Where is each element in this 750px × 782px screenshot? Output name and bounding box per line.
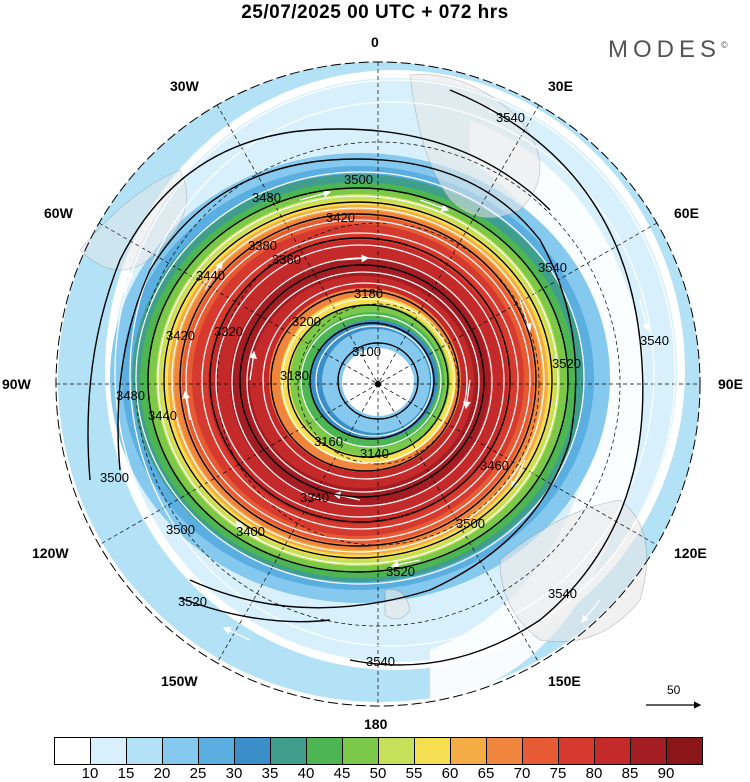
- contour-label: 3540: [496, 110, 525, 125]
- colorbar-swatch: [234, 737, 271, 765]
- colorbar-tick-label: 45: [333, 765, 351, 782]
- colorbar-tick-label: 30: [225, 765, 243, 782]
- contour-label: 3180: [354, 286, 383, 301]
- lon-label-90e: 90E: [718, 376, 743, 392]
- contour-label: 3540: [366, 654, 395, 669]
- colorbar-tick-label: 15: [117, 765, 135, 782]
- colorbar-swatch: [630, 737, 667, 765]
- contour-label: 3460: [480, 458, 509, 473]
- pole-marker: [375, 381, 381, 387]
- map-boundary: [55, 61, 701, 707]
- lon-label-150w: 150W: [161, 673, 198, 689]
- lon-label-30w: 30W: [170, 78, 199, 94]
- colorbar-tick-label: 70: [513, 765, 531, 782]
- contour-label: 3340: [300, 490, 329, 505]
- contour-label: 3480: [116, 388, 145, 403]
- colorbar-tick-label: 65: [477, 765, 495, 782]
- colorbar-swatch: [162, 737, 199, 765]
- reference-vector-label: 50: [667, 683, 681, 697]
- colorbar-tick-label: 90: [657, 765, 675, 782]
- colorbar-tick-label: 35: [261, 765, 279, 782]
- colorbar-swatch: [666, 737, 703, 765]
- contour-label: 3540: [548, 586, 577, 601]
- height-contours: [87, 89, 644, 666]
- colorbar-tick-label: 20: [153, 765, 171, 782]
- lon-label-60e: 60E: [674, 205, 699, 221]
- contour-label: 3520: [552, 356, 581, 371]
- contour-label: 3180: [280, 368, 309, 383]
- colorbar-tick-label: 85: [621, 765, 639, 782]
- colorbar-swatch: [54, 737, 91, 765]
- brand-logo: MODES©: [608, 36, 728, 63]
- colorbar-swatch: [522, 737, 559, 765]
- contour-label: 3440: [148, 408, 177, 423]
- flow-arrows: [119, 81, 651, 641]
- contour-label: 3320: [214, 324, 243, 339]
- lon-label-150e: 150E: [548, 673, 581, 689]
- lon-label-120e: 120E: [674, 545, 707, 561]
- colorbar-swatch: [90, 737, 127, 765]
- contour-label: 3520: [178, 594, 207, 609]
- colorbar-swatch: [306, 737, 343, 765]
- contour-label: 3400: [236, 524, 265, 539]
- contour-label: 3480: [252, 190, 281, 205]
- colorbar-swatch: [450, 737, 487, 765]
- contour-label: 3500: [100, 470, 129, 485]
- contour-label: 3160: [314, 434, 343, 449]
- contour-label: 3500: [456, 516, 485, 531]
- lon-label-180: 180: [364, 716, 388, 732]
- colorbar-tick-label: 10: [81, 765, 99, 782]
- colorbar-tick-label: 60: [441, 765, 459, 782]
- colorbar-swatch: [126, 737, 163, 765]
- contour-label: 3200: [292, 314, 321, 329]
- contour-label: 3540: [640, 333, 669, 348]
- contour-label: 3520: [386, 564, 415, 579]
- colorbar-swatch: [594, 737, 631, 765]
- colorbar-swatch: [486, 737, 523, 765]
- lon-label-120w: 120W: [32, 545, 69, 561]
- contour-label: 3500: [166, 522, 195, 537]
- colorbar-swatch: [198, 737, 235, 765]
- lon-label-30e: 30E: [548, 78, 573, 94]
- colorbar-tick-label: 50: [369, 765, 387, 782]
- contour-label: 3100: [352, 344, 381, 359]
- colorbar-swatch: [270, 737, 307, 765]
- contour-label: 3540: [538, 260, 567, 275]
- colorbar-tick-label: 80: [585, 765, 603, 782]
- colorbar-swatch: [378, 737, 415, 765]
- colorbar-tick-label: 40: [297, 765, 315, 782]
- map-title: 25/07/2025 00 UTC + 072 hrs: [241, 2, 509, 23]
- contour-label: 3500: [344, 172, 373, 187]
- colorbar: [54, 737, 703, 765]
- contour-label: 3420: [326, 210, 355, 225]
- contour-label: 3360: [272, 252, 301, 267]
- contour-label: 3140: [360, 446, 389, 461]
- lon-label-60w: 60W: [44, 205, 73, 221]
- colorbar-swatch: [414, 737, 451, 765]
- colorbar-swatch: [342, 737, 379, 765]
- colorbar-tick-label: 55: [405, 765, 423, 782]
- contour-label-group: 3540 3540 3540 3540 3540 3520 3520 3520 …: [100, 110, 669, 669]
- streamlines: [114, 79, 676, 665]
- lon-label-90w: 90W: [2, 376, 31, 392]
- contour-label: 3440: [196, 268, 225, 283]
- contour-label: 3380: [248, 238, 277, 253]
- colorbar-tick-label: 75: [549, 765, 567, 782]
- contour-label: 3420: [166, 328, 195, 343]
- colorbar-swatch: [558, 737, 595, 765]
- colorbar-tick-label: 25: [189, 765, 207, 782]
- lon-label-0: 0: [371, 34, 379, 50]
